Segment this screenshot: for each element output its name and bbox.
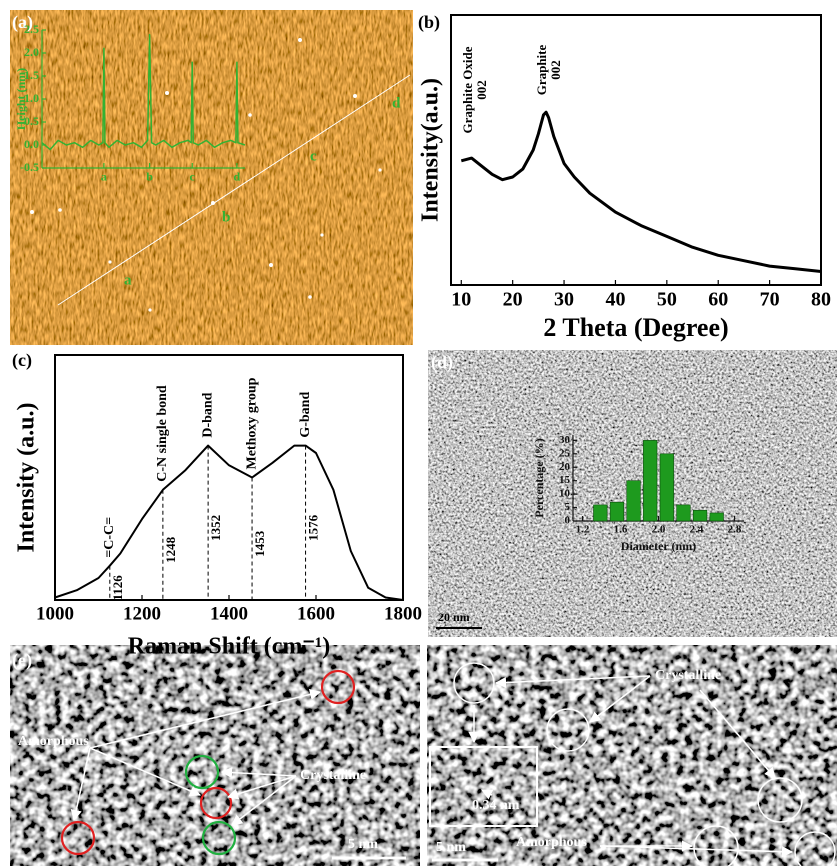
- x-tick-label: b: [146, 169, 153, 183]
- x-tick-label: 60: [708, 289, 728, 311]
- point-label: b: [222, 209, 230, 225]
- tem-image: [427, 645, 837, 866]
- x-tick-label: 50: [657, 289, 677, 311]
- x-tick-label: 1200: [123, 604, 161, 625]
- y-tick-label: 25: [559, 447, 571, 459]
- annotation: Graphite: [534, 44, 549, 95]
- x-tick-label: 1800: [384, 604, 422, 625]
- marker-label: G-band: [298, 392, 313, 438]
- x-tick-label: 20: [503, 289, 523, 311]
- bar: [627, 481, 641, 521]
- marker-value: 1453: [252, 530, 267, 557]
- marker-label: =C-C=: [102, 517, 117, 558]
- bar: [643, 440, 657, 521]
- x-tick-label: 1.6: [614, 523, 628, 535]
- marker-value: 1126: [110, 575, 125, 601]
- x-tick-label: d: [234, 169, 241, 183]
- annotation: Crystalline: [300, 768, 366, 783]
- y-tick-label: 15: [559, 474, 571, 486]
- data-line: [461, 112, 821, 271]
- point-label: c: [310, 148, 317, 164]
- y-axis-label: Intensity(a.u.): [418, 78, 444, 222]
- plot-frame: [55, 355, 403, 600]
- marker-label: Methoxy group: [244, 377, 259, 469]
- x-tick-label: 2.4: [690, 523, 704, 535]
- tem-image: [10, 645, 420, 866]
- x-axis-label: Diameter (nm): [621, 539, 696, 553]
- x-tick-label: c: [190, 169, 196, 183]
- scale-bar-label: 5 nm: [348, 837, 378, 852]
- annotation: Graphite Oxide: [460, 46, 475, 133]
- y-tick-label: 30: [559, 434, 571, 446]
- bar: [610, 502, 624, 521]
- x-tick-label: 40: [605, 289, 625, 311]
- x-axis-label: Raman Shift (cm⁻¹): [128, 634, 331, 660]
- x-tick-label: 1.2: [576, 523, 590, 535]
- x-tick-label: a: [101, 169, 107, 183]
- y-tick-label: 0: [565, 515, 571, 527]
- panel-label: (b): [418, 12, 440, 33]
- marker-label: C-N single bond: [155, 385, 170, 482]
- marker-value: 1352: [208, 515, 223, 541]
- marker-value: 1576: [306, 514, 321, 541]
- point-label: d: [392, 95, 401, 111]
- panel-label: (c): [12, 350, 32, 371]
- x-tick-label: 80: [811, 289, 831, 311]
- x-tick-label: 2.0: [652, 523, 666, 535]
- x-tick-label: 30: [554, 289, 574, 311]
- x-axis-label: 2 Theta (Degree): [543, 313, 728, 342]
- annotation: 002: [548, 60, 563, 80]
- y-tick-label: 2.0: [24, 45, 39, 59]
- annotation: 0.34 nm: [472, 798, 520, 813]
- bar: [594, 505, 608, 521]
- figure: a b c d (a) (b) (c) (d) 20 nm (e) Amorph…: [0, 0, 837, 866]
- marker-label: D-band: [200, 392, 215, 437]
- x-tick-label: 2.8: [728, 523, 742, 535]
- y-tick-label: 20: [559, 461, 571, 473]
- marker-value: 1248: [163, 536, 178, 563]
- annotation: Amorphous: [516, 835, 587, 850]
- plot-frame: [451, 15, 821, 285]
- bar: [710, 513, 724, 521]
- panel-label: (d): [431, 352, 453, 373]
- bar: [693, 510, 707, 521]
- y-axis-label: Percentage (%): [532, 438, 546, 517]
- y-tick-label: 10: [559, 488, 571, 500]
- annotation: 002: [474, 80, 489, 100]
- y-tick-label: -0.5: [20, 160, 39, 174]
- y-tick-label: 0.0: [24, 137, 39, 151]
- x-tick-label: 1600: [297, 604, 335, 625]
- x-tick-label: 1000: [36, 604, 74, 625]
- y-axis-label: Height (nm): [14, 68, 28, 130]
- x-tick-label: 10: [451, 289, 471, 311]
- y-tick-label: 5: [565, 501, 571, 513]
- x-tick-label: 70: [760, 289, 780, 311]
- afm-image: [10, 10, 413, 345]
- bar: [677, 505, 691, 521]
- annotation: Amorphous: [18, 734, 89, 749]
- scale-bar-label: 20 nm: [438, 610, 470, 624]
- panel-label: (e): [12, 650, 32, 671]
- annotation: Crystalline: [655, 668, 721, 683]
- y-tick-label: 2.5: [24, 22, 39, 36]
- y-axis-label: Intensity (a.u.): [14, 402, 40, 552]
- scale-bar-label: 5 nm: [436, 840, 466, 855]
- point-label: a: [124, 272, 132, 288]
- bar: [660, 454, 674, 521]
- x-tick-label: 1400: [210, 604, 248, 625]
